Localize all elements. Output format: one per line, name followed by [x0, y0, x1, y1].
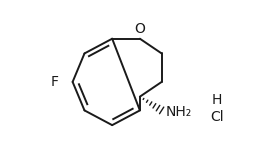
- Text: Cl: Cl: [210, 110, 224, 124]
- Text: O: O: [134, 22, 145, 36]
- Text: NH₂: NH₂: [166, 105, 192, 119]
- Text: H: H: [212, 93, 222, 107]
- Text: F: F: [51, 75, 59, 89]
